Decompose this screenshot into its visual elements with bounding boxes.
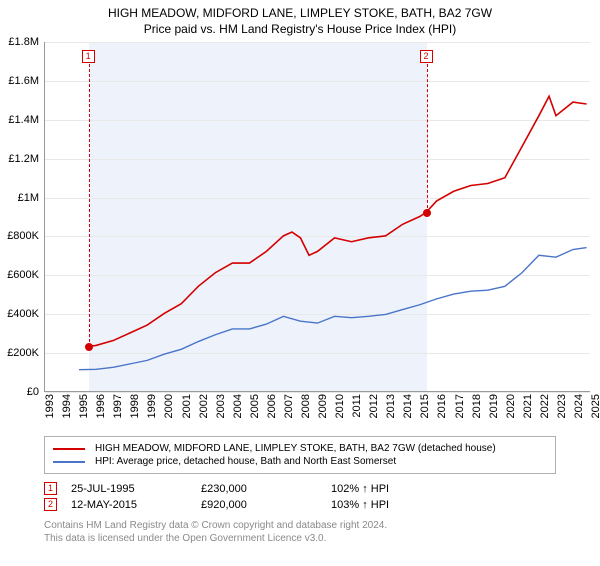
x-tick-label: 2002 bbox=[198, 394, 210, 418]
x-tick-label: 1996 bbox=[95, 394, 107, 418]
x-tick-label: 2007 bbox=[283, 394, 295, 418]
x-tick-label: 2018 bbox=[471, 394, 483, 418]
sale-row: 2 12-MAY-2015£920,000103% ↑ HPI bbox=[44, 498, 556, 511]
series-line-property bbox=[89, 96, 587, 346]
sale-marker-line bbox=[427, 64, 428, 213]
x-tick-label: 1998 bbox=[129, 394, 141, 418]
y-tick-label: £1.4M bbox=[8, 114, 45, 126]
x-tick-label: 2017 bbox=[454, 394, 466, 418]
series-line-hpi bbox=[79, 248, 587, 370]
plot-area: £0£200K£400K£600K£800K£1M£1.2M£1.4M£1.6M… bbox=[44, 42, 590, 392]
footnote-line: This data is licensed under the Open Gov… bbox=[44, 532, 556, 545]
sale-row-marker: 1 bbox=[44, 482, 57, 495]
x-tick-label: 2023 bbox=[556, 394, 568, 418]
legend-item: HPI: Average price, detached house, Bath… bbox=[53, 456, 547, 467]
legend-label: HIGH MEADOW, MIDFORD LANE, LIMPLEY STOKE… bbox=[95, 443, 496, 454]
sale-price: £230,000 bbox=[201, 483, 331, 495]
x-axis-ticks: 1993 1994 1995 1996 1997 1998 1999 2000 2001 2002… bbox=[44, 392, 590, 430]
x-tick-label: 2013 bbox=[385, 394, 397, 418]
x-tick-label: 2001 bbox=[181, 394, 193, 418]
x-tick-label: 2012 bbox=[368, 394, 380, 418]
x-tick-label: 2014 bbox=[402, 394, 414, 418]
sales-table: 1 25-JUL-1995£230,000102% ↑ HPI 2 12-MAY-20… bbox=[44, 482, 556, 511]
sale-marker-line bbox=[89, 64, 90, 347]
y-tick-label: £1.8M bbox=[8, 36, 45, 48]
line-layer bbox=[45, 42, 590, 391]
chart-title: HIGH MEADOW, MIDFORD LANE, LIMPLEY STOKE… bbox=[0, 6, 600, 20]
x-tick-label: 2020 bbox=[505, 394, 517, 418]
x-tick-label: 2003 bbox=[215, 394, 227, 418]
sale-ratio: 102% ↑ HPI bbox=[331, 483, 461, 495]
y-tick-label: £800K bbox=[7, 230, 45, 242]
y-tick-label: £0 bbox=[27, 386, 45, 398]
legend-item: HIGH MEADOW, MIDFORD LANE, LIMPLEY STOKE… bbox=[53, 443, 547, 454]
x-tick-label: 2006 bbox=[266, 394, 278, 418]
footnote: Contains HM Land Registry data © Crown c… bbox=[44, 519, 556, 545]
x-tick-label: 1993 bbox=[44, 394, 56, 418]
sale-row: 1 25-JUL-1995£230,000102% ↑ HPI bbox=[44, 482, 556, 495]
x-tick-label: 2004 bbox=[232, 394, 244, 418]
legend-label: HPI: Average price, detached house, Bath… bbox=[95, 456, 396, 467]
legend-swatch bbox=[53, 461, 85, 463]
sale-price: £920,000 bbox=[201, 499, 331, 511]
sale-row-marker: 2 bbox=[44, 498, 57, 511]
x-tick-label: 2025 bbox=[590, 394, 600, 418]
x-tick-label: 2021 bbox=[522, 394, 534, 418]
sale-date: 25-JUL-1995 bbox=[71, 483, 201, 495]
x-tick-label: 2015 bbox=[419, 394, 431, 418]
sale-marker-box: 1 bbox=[82, 50, 95, 63]
legend-swatch bbox=[53, 448, 85, 450]
x-tick-label: 2000 bbox=[163, 394, 175, 418]
sale-marker-dot bbox=[423, 209, 431, 217]
x-tick-label: 2008 bbox=[300, 394, 312, 418]
x-tick-label: 2011 bbox=[351, 394, 363, 418]
x-tick-label: 2024 bbox=[573, 394, 585, 418]
x-tick-label: 1997 bbox=[112, 394, 124, 418]
x-tick-label: 2010 bbox=[334, 394, 346, 418]
y-tick-label: £600K bbox=[7, 269, 45, 281]
y-tick-label: £200K bbox=[7, 347, 45, 359]
x-tick-label: 2005 bbox=[249, 394, 261, 418]
sale-marker-dot bbox=[85, 343, 93, 351]
chart-subtitle: Price paid vs. HM Land Registry's House … bbox=[0, 22, 600, 36]
x-tick-label: 2016 bbox=[436, 394, 448, 418]
sale-date: 12-MAY-2015 bbox=[71, 499, 201, 511]
sale-ratio: 103% ↑ HPI bbox=[331, 499, 461, 511]
x-tick-label: 1995 bbox=[78, 394, 90, 418]
x-tick-label: 2009 bbox=[317, 394, 329, 418]
price-chart: HIGH MEADOW, MIDFORD LANE, LIMPLEY STOKE… bbox=[0, 6, 600, 545]
x-tick-label: 1994 bbox=[61, 394, 73, 418]
footnote-line: Contains HM Land Registry data © Crown c… bbox=[44, 519, 556, 532]
y-tick-label: £1.6M bbox=[8, 75, 45, 87]
y-tick-label: £1M bbox=[18, 192, 45, 204]
x-tick-label: 1999 bbox=[146, 394, 158, 418]
x-tick-label: 2019 bbox=[488, 394, 500, 418]
sale-marker-box: 2 bbox=[420, 50, 433, 63]
y-tick-label: £1.2M bbox=[8, 153, 45, 165]
legend: HIGH MEADOW, MIDFORD LANE, LIMPLEY STOKE… bbox=[44, 436, 556, 474]
x-tick-label: 2022 bbox=[539, 394, 551, 418]
y-tick-label: £400K bbox=[7, 308, 45, 320]
